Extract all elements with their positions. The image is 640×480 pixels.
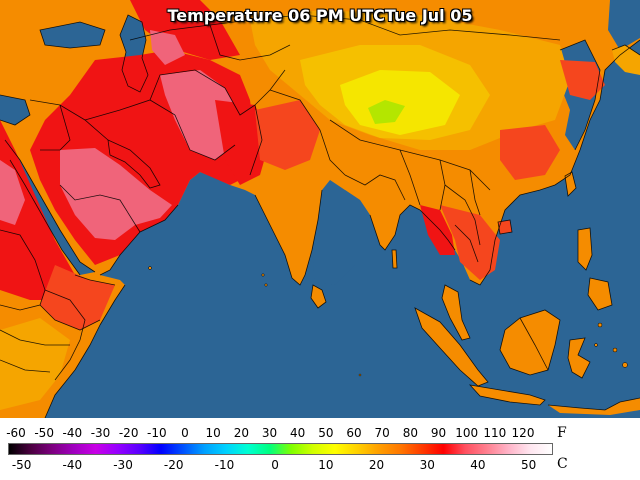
celsius-unit-label: C xyxy=(557,456,568,472)
celsius-tick-10: 50 xyxy=(520,458,537,472)
sulawesi xyxy=(568,338,590,378)
temp-zone-pink-africa xyxy=(0,160,25,225)
fahrenheit-tick-12: 60 xyxy=(346,426,362,440)
fahrenheit-tick-11: 50 xyxy=(318,426,334,440)
andaman-islands xyxy=(392,250,397,268)
fahrenheit-tick-3: -30 xyxy=(90,426,111,440)
fahrenheit-tick-14: 80 xyxy=(402,426,418,440)
gulf-of-thailand xyxy=(440,250,470,288)
temp-zone-red-orange-east-china xyxy=(560,60,605,100)
fahrenheit-tick-5: -10 xyxy=(147,426,167,440)
temp-zone-red-orange-india xyxy=(255,100,320,170)
small-islands xyxy=(148,266,628,377)
fahrenheit-unit-label: F xyxy=(557,425,567,441)
country-borders xyxy=(0,14,640,418)
temp-zone-red-indochina xyxy=(420,205,455,255)
fahrenheit-tick-6: 0 xyxy=(181,426,189,440)
temp-zone-pink-caspian xyxy=(150,30,185,65)
philippines-mindanao xyxy=(588,278,612,310)
fahrenheit-tick-15: 90 xyxy=(430,426,447,440)
fahrenheit-tick-9: 30 xyxy=(261,426,278,440)
map-title: Temperature 06 PM UTCTue Jul 05 xyxy=(167,6,473,25)
fahrenheit-tick-18: 120 xyxy=(511,426,535,440)
temp-zone-red-orange-china xyxy=(500,125,560,180)
temp-zone-red-iran xyxy=(130,0,240,60)
bay-of-bengal xyxy=(312,190,372,285)
temperature-legend: -60 -50 -40 -30 -20 -10 0 10 20 30 40 50 60 70 80 90 100… xyxy=(0,418,640,480)
fahrenheit-tick-7: 10 xyxy=(205,426,221,440)
fahrenheit-tick-0: -60 xyxy=(6,426,26,440)
celsius-tick-4: -10 xyxy=(214,458,235,472)
fahrenheit-tick-4: -20 xyxy=(118,426,139,440)
temp-zone-orange-east-africa xyxy=(0,318,70,410)
borneo xyxy=(500,310,560,375)
celsius-tick-8: 30 xyxy=(419,458,435,472)
sea-of-japan xyxy=(608,0,640,50)
celsius-tick-6: 10 xyxy=(318,458,334,472)
lesser-sunda-islands xyxy=(548,398,640,415)
celsius-tick-0: -50 xyxy=(11,458,32,472)
celsius-tick-5: 0 xyxy=(271,458,279,472)
temp-zone-red-africa xyxy=(0,120,75,300)
fahrenheit-tick-10: 40 xyxy=(290,426,306,440)
celsius-tick-3: -20 xyxy=(163,458,184,472)
temp-zone-lime xyxy=(368,100,405,124)
java xyxy=(470,385,545,405)
malay-peninsula xyxy=(442,285,470,340)
temp-zone-pink-iran xyxy=(160,70,240,160)
fahrenheit-tick-8: 20 xyxy=(233,426,249,440)
hainan xyxy=(498,220,512,234)
celsius-tick-2: -30 xyxy=(113,458,133,472)
temperature-map xyxy=(0,0,640,418)
fahrenheit-tick-13: 70 xyxy=(374,426,390,440)
landmass-temperature xyxy=(0,0,640,418)
celsius-tick-7: 20 xyxy=(368,458,385,472)
fahrenheit-tick-16: 100 xyxy=(455,426,479,440)
temp-zone-red-orange-indochina xyxy=(440,205,500,280)
black-sea xyxy=(40,22,105,48)
mediterranean-sea xyxy=(0,95,30,125)
celsius-tick-1: -40 xyxy=(62,458,83,472)
fahrenheit-tick-17: 110 xyxy=(483,426,507,440)
color-scale-bar xyxy=(8,443,553,455)
fahrenheit-tick-1: -50 xyxy=(34,426,54,440)
japan-fragment xyxy=(612,45,640,75)
sumatra xyxy=(415,308,488,386)
temp-zone-pink-arabia xyxy=(60,148,172,240)
philippines-luzon xyxy=(578,228,592,270)
temp-zone-yellow xyxy=(340,70,460,135)
celsius-tick-9: 40 xyxy=(470,458,486,472)
fahrenheit-tick-2: -40 xyxy=(62,426,83,440)
